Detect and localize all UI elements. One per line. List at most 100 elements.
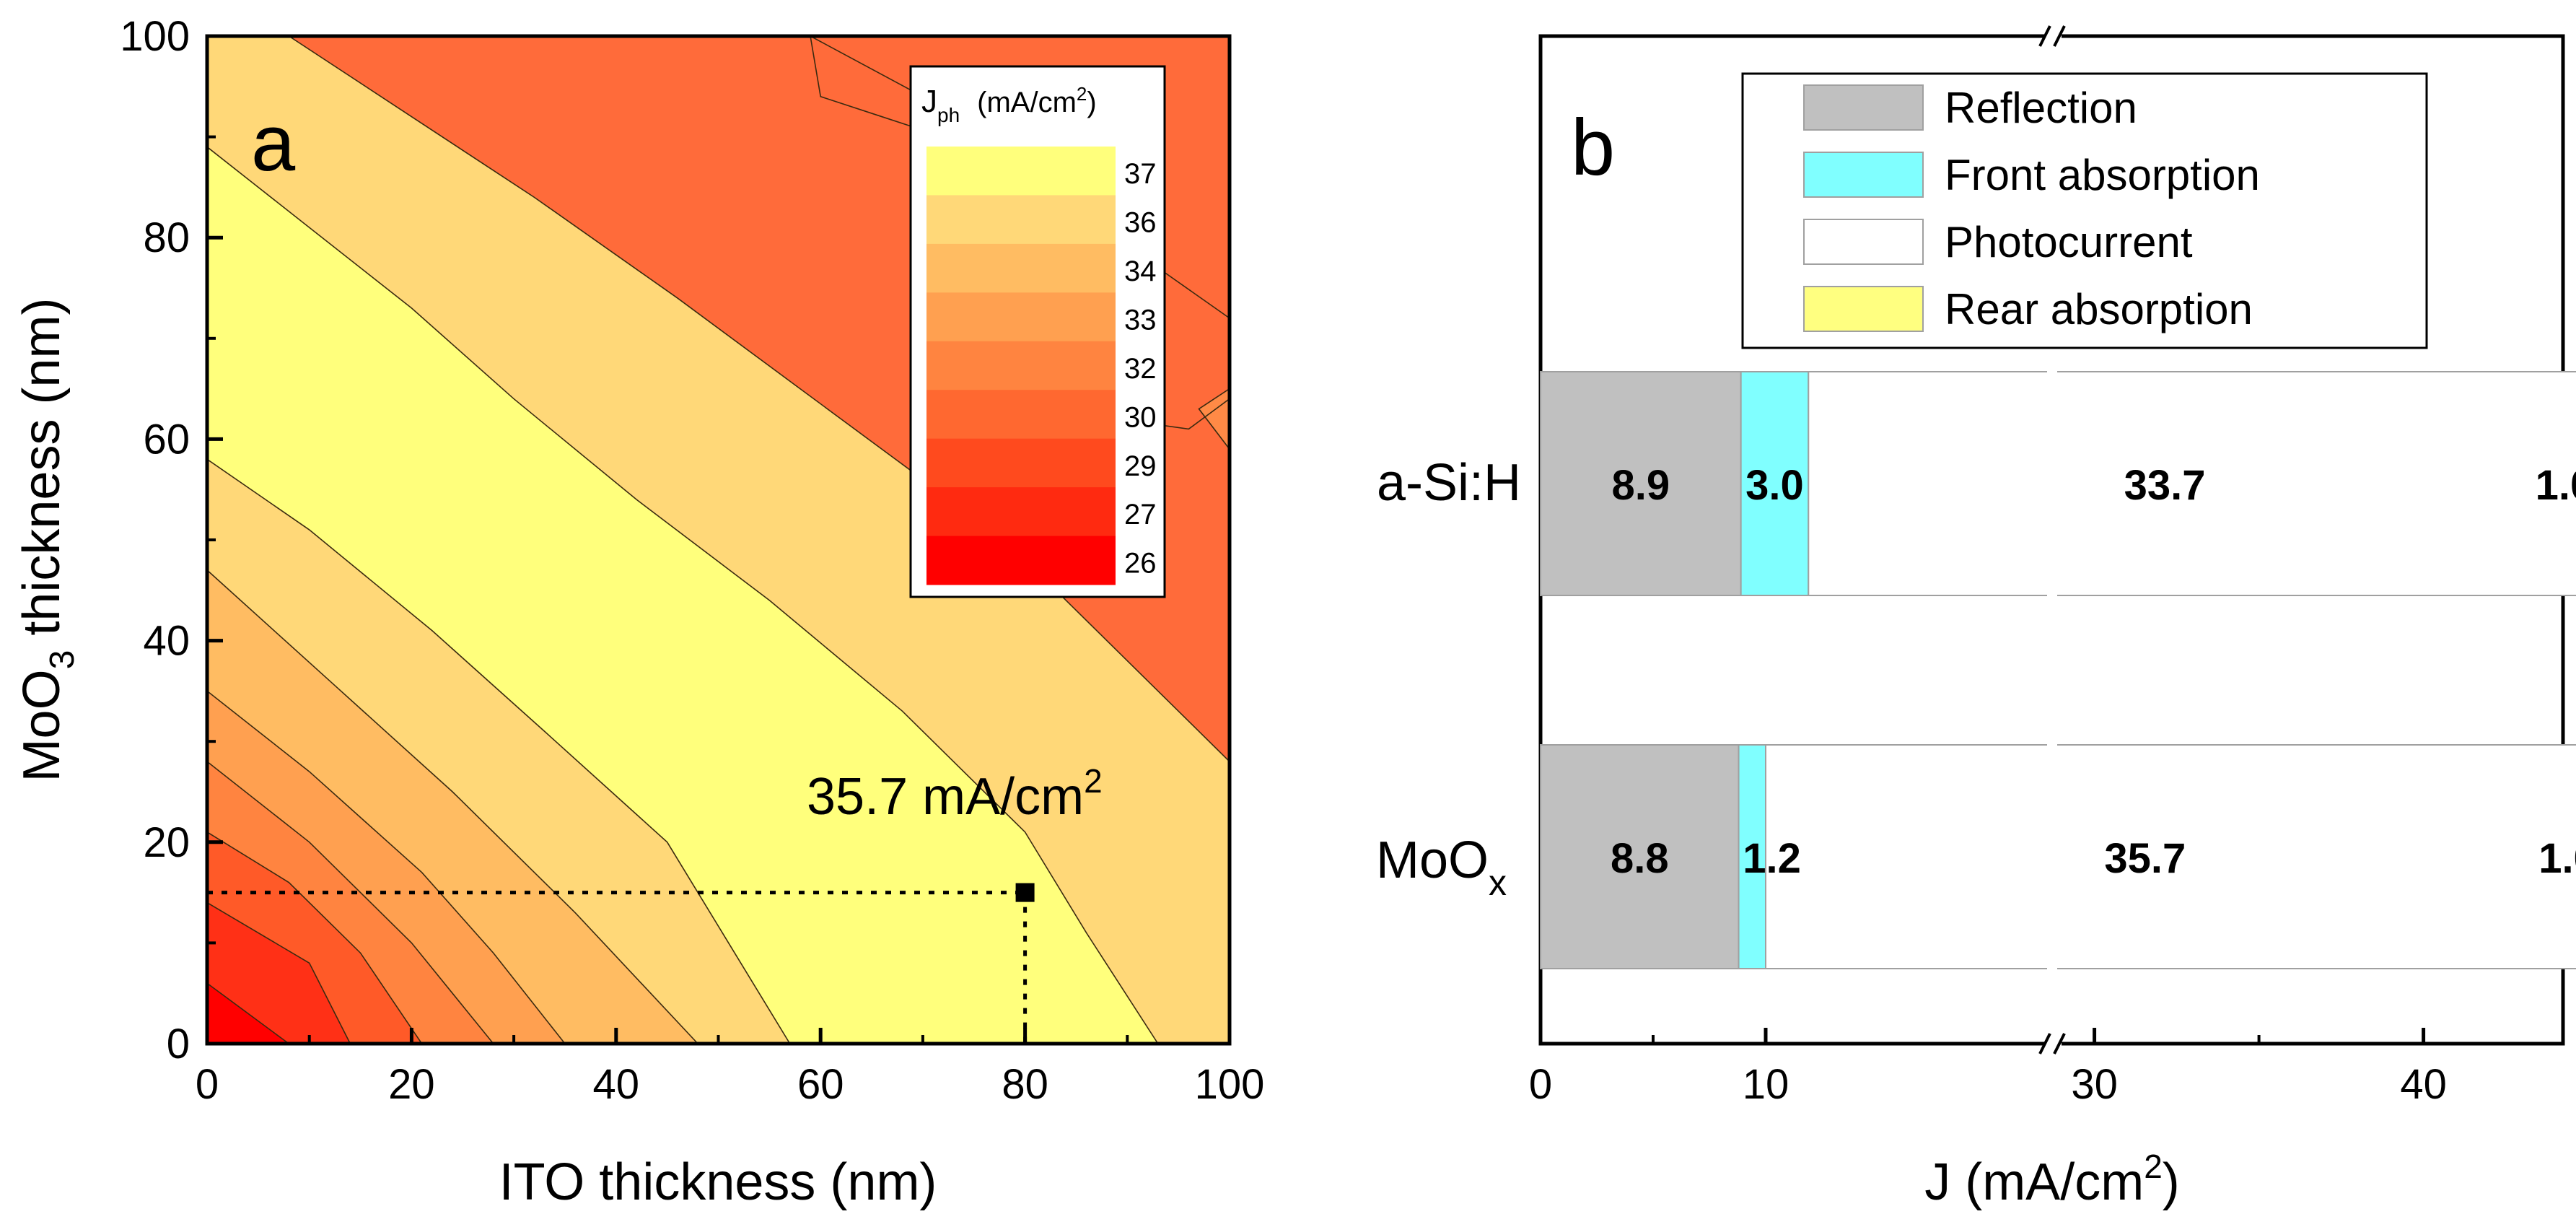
- marker-annotation: 35.7 mA/cm2: [807, 762, 1103, 826]
- category-label-moox: MoOx: [1376, 831, 1507, 903]
- colorbar-title: Jph (mA/cm2): [921, 83, 1097, 126]
- colorbar-label-7: 27: [1124, 499, 1157, 530]
- colorbar-label-4: 32: [1124, 353, 1157, 385]
- x-axis-title-b-sup: 2: [2144, 1148, 2163, 1185]
- bar-label-1-0: 8.8: [1611, 835, 1669, 882]
- contour-line-0: [207, 982, 289, 1044]
- colorbar-label-8: 26: [1124, 548, 1157, 580]
- bar-segment-1-0: [1540, 744, 1740, 969]
- colorbar-swatch-0: [926, 147, 1116, 196]
- contour-line-8: [288, 36, 1230, 762]
- bar-segment-0-2: [1808, 371, 2576, 596]
- contour-line-6: [207, 458, 791, 1044]
- legend-swatch-2: [1803, 219, 1924, 265]
- contour-line-7: [207, 146, 1159, 1044]
- colorbar-label-1: 36: [1124, 207, 1157, 239]
- colorbar-swatch-7: [926, 487, 1116, 537]
- colorbar-swatch-1: [926, 195, 1116, 245]
- break-slash-0-b: [2053, 25, 2066, 47]
- colorbar-units: (mA/cm: [977, 87, 1077, 118]
- panel-letter-b: b: [1571, 103, 1615, 192]
- colorbar-label-5: 30: [1124, 401, 1157, 433]
- legend-label-1: Front absorption: [1945, 151, 2260, 199]
- x-axis-title-b: J (mA/cm2): [1924, 1148, 2180, 1211]
- bar-label-0-2: 33.7: [2124, 462, 2206, 509]
- x-tick-label-a-4: 80: [1002, 1061, 1048, 1108]
- bar-label-1-2: 35.7: [2104, 835, 2186, 882]
- colorbar-swatch-3: [926, 292, 1116, 342]
- panel-letter-a: a: [251, 99, 296, 188]
- panel-a-contour-plot: 0 20 40 60 80 100 0 20 40 60 80 100 ITO thickness …: [13, 13, 1264, 1211]
- colorbar-legend: Jph (mA/cm2) 37 36 34 33 32 30 29 27 26: [909, 65, 1166, 598]
- y-tick-label-a-5: 100: [120, 13, 190, 60]
- x-tick-label-b-0: 0: [1529, 1061, 1552, 1108]
- y-axis-ticks-a: 0 20 40 60 80 100: [120, 13, 223, 1067]
- bar-segment-1-1: [1738, 744, 1767, 969]
- break-slash-1-a: [2038, 1033, 2051, 1054]
- optimum-marker: [1015, 883, 1035, 902]
- legend-b: Reflection Front absorption Photocurrent Re…: [1741, 72, 2428, 349]
- x-axis-ticks-b: 0 10 30 40: [1529, 1028, 2447, 1108]
- contour-line-1: [207, 901, 351, 1044]
- colorbar-title-main: J: [921, 84, 937, 119]
- x-tick-label-b-1: 10: [1743, 1061, 1789, 1108]
- category-label-a-si-h: a-Si:H: [1377, 454, 1521, 512]
- colorbar-units-close: ): [1087, 87, 1096, 118]
- legend-swatch-0: [1803, 84, 1924, 131]
- break-gap-bar-1: [2047, 742, 2057, 971]
- colorbar-swatch-8: [926, 536, 1116, 585]
- bar-label-1-1: 1.2: [1743, 835, 1801, 882]
- contour-region-band-26-27: [207, 902, 351, 1044]
- contour-line-11: [1198, 388, 1230, 450]
- x-tick-label-a-1: 20: [388, 1061, 435, 1108]
- legend-swatch-1: [1803, 152, 1924, 198]
- marker-annotation-sup: 2: [1084, 762, 1103, 800]
- colorbar-label-0: 37: [1124, 158, 1157, 190]
- marker-annotation-main: 35.7 mA/cm: [807, 768, 1084, 826]
- colorbar-swatch-5: [926, 390, 1116, 440]
- y-tick-label-a-1: 20: [143, 819, 190, 866]
- contour-line-4: [207, 690, 566, 1044]
- x-tick-label-b-3: 40: [2400, 1061, 2447, 1108]
- contour-line-2: [207, 831, 423, 1044]
- x-axis-title-b-close: ): [2163, 1153, 2180, 1211]
- colorbar-label-3: 33: [1124, 304, 1157, 336]
- bar-value-labels: 8.9 3.0 33.7 1.0 8.8 1.2 35.7 1.0: [1611, 462, 2576, 882]
- y-tick-label-a-0: 0: [167, 1021, 190, 1067]
- axis-break-gaps: [2038, 25, 2066, 1054]
- legend-label-3: Rear absorption: [1945, 285, 2253, 333]
- bar-segment-1-2: [1765, 744, 2576, 969]
- bar-label-1-3: 1.0: [2538, 835, 2576, 882]
- colorbar-units-sup: 2: [1077, 83, 1087, 105]
- contour-line-3: [207, 761, 494, 1044]
- colorbar-swatches: [926, 147, 1116, 585]
- bar-segments: [1540, 371, 2576, 969]
- category-label-moox-subscript: x: [1489, 863, 1507, 903]
- y-tick-label-a-2: 40: [143, 618, 190, 665]
- bar-label-0-0: 8.9: [1612, 462, 1670, 509]
- legend-label-2: Photocurrent: [1945, 218, 2193, 266]
- colorbar-labels: 37 36 34 33 32 30 29 27 26: [1124, 158, 1157, 580]
- x-tick-label-a-5: 100: [1195, 1061, 1265, 1108]
- legend-label-0: Reflection: [1945, 84, 2137, 132]
- y-tick-label-a-3: 60: [143, 416, 190, 463]
- bar-label-0-3: 1.0: [2536, 462, 2576, 509]
- break-gap-bar-0: [2047, 369, 2057, 598]
- colorbar-swatch-2: [926, 243, 1116, 293]
- y-axis-title-a: MoO3 thickness (nm): [13, 298, 82, 782]
- colorbar-label-2: 34: [1124, 256, 1157, 287]
- x-tick-label-a-0: 0: [196, 1061, 219, 1108]
- colorbar-title-subscript: ph: [937, 104, 960, 126]
- legend-swatch-3: [1803, 286, 1924, 332]
- y-axis-title-a-main: MoO: [13, 669, 71, 782]
- colorbar-label-6: 29: [1124, 450, 1157, 482]
- y-tick-label-a-4: 80: [143, 214, 190, 261]
- colorbar-swatch-6: [926, 438, 1116, 488]
- colorbar-swatch-4: [926, 341, 1116, 390]
- panel-b-stacked-bar-chart: 8.9 3.0 33.7 1.0 8.8 1.2 35.7 1.0 0 10 30 40 b a-S…: [1376, 25, 2576, 1211]
- contour-line-5: [207, 569, 698, 1044]
- legend-entries: Reflection Front absorption Photocurrent Re…: [1803, 84, 2260, 333]
- break-slash-1-b: [2053, 1033, 2066, 1054]
- y-axis-title-a-rest: thickness (nm): [13, 298, 71, 650]
